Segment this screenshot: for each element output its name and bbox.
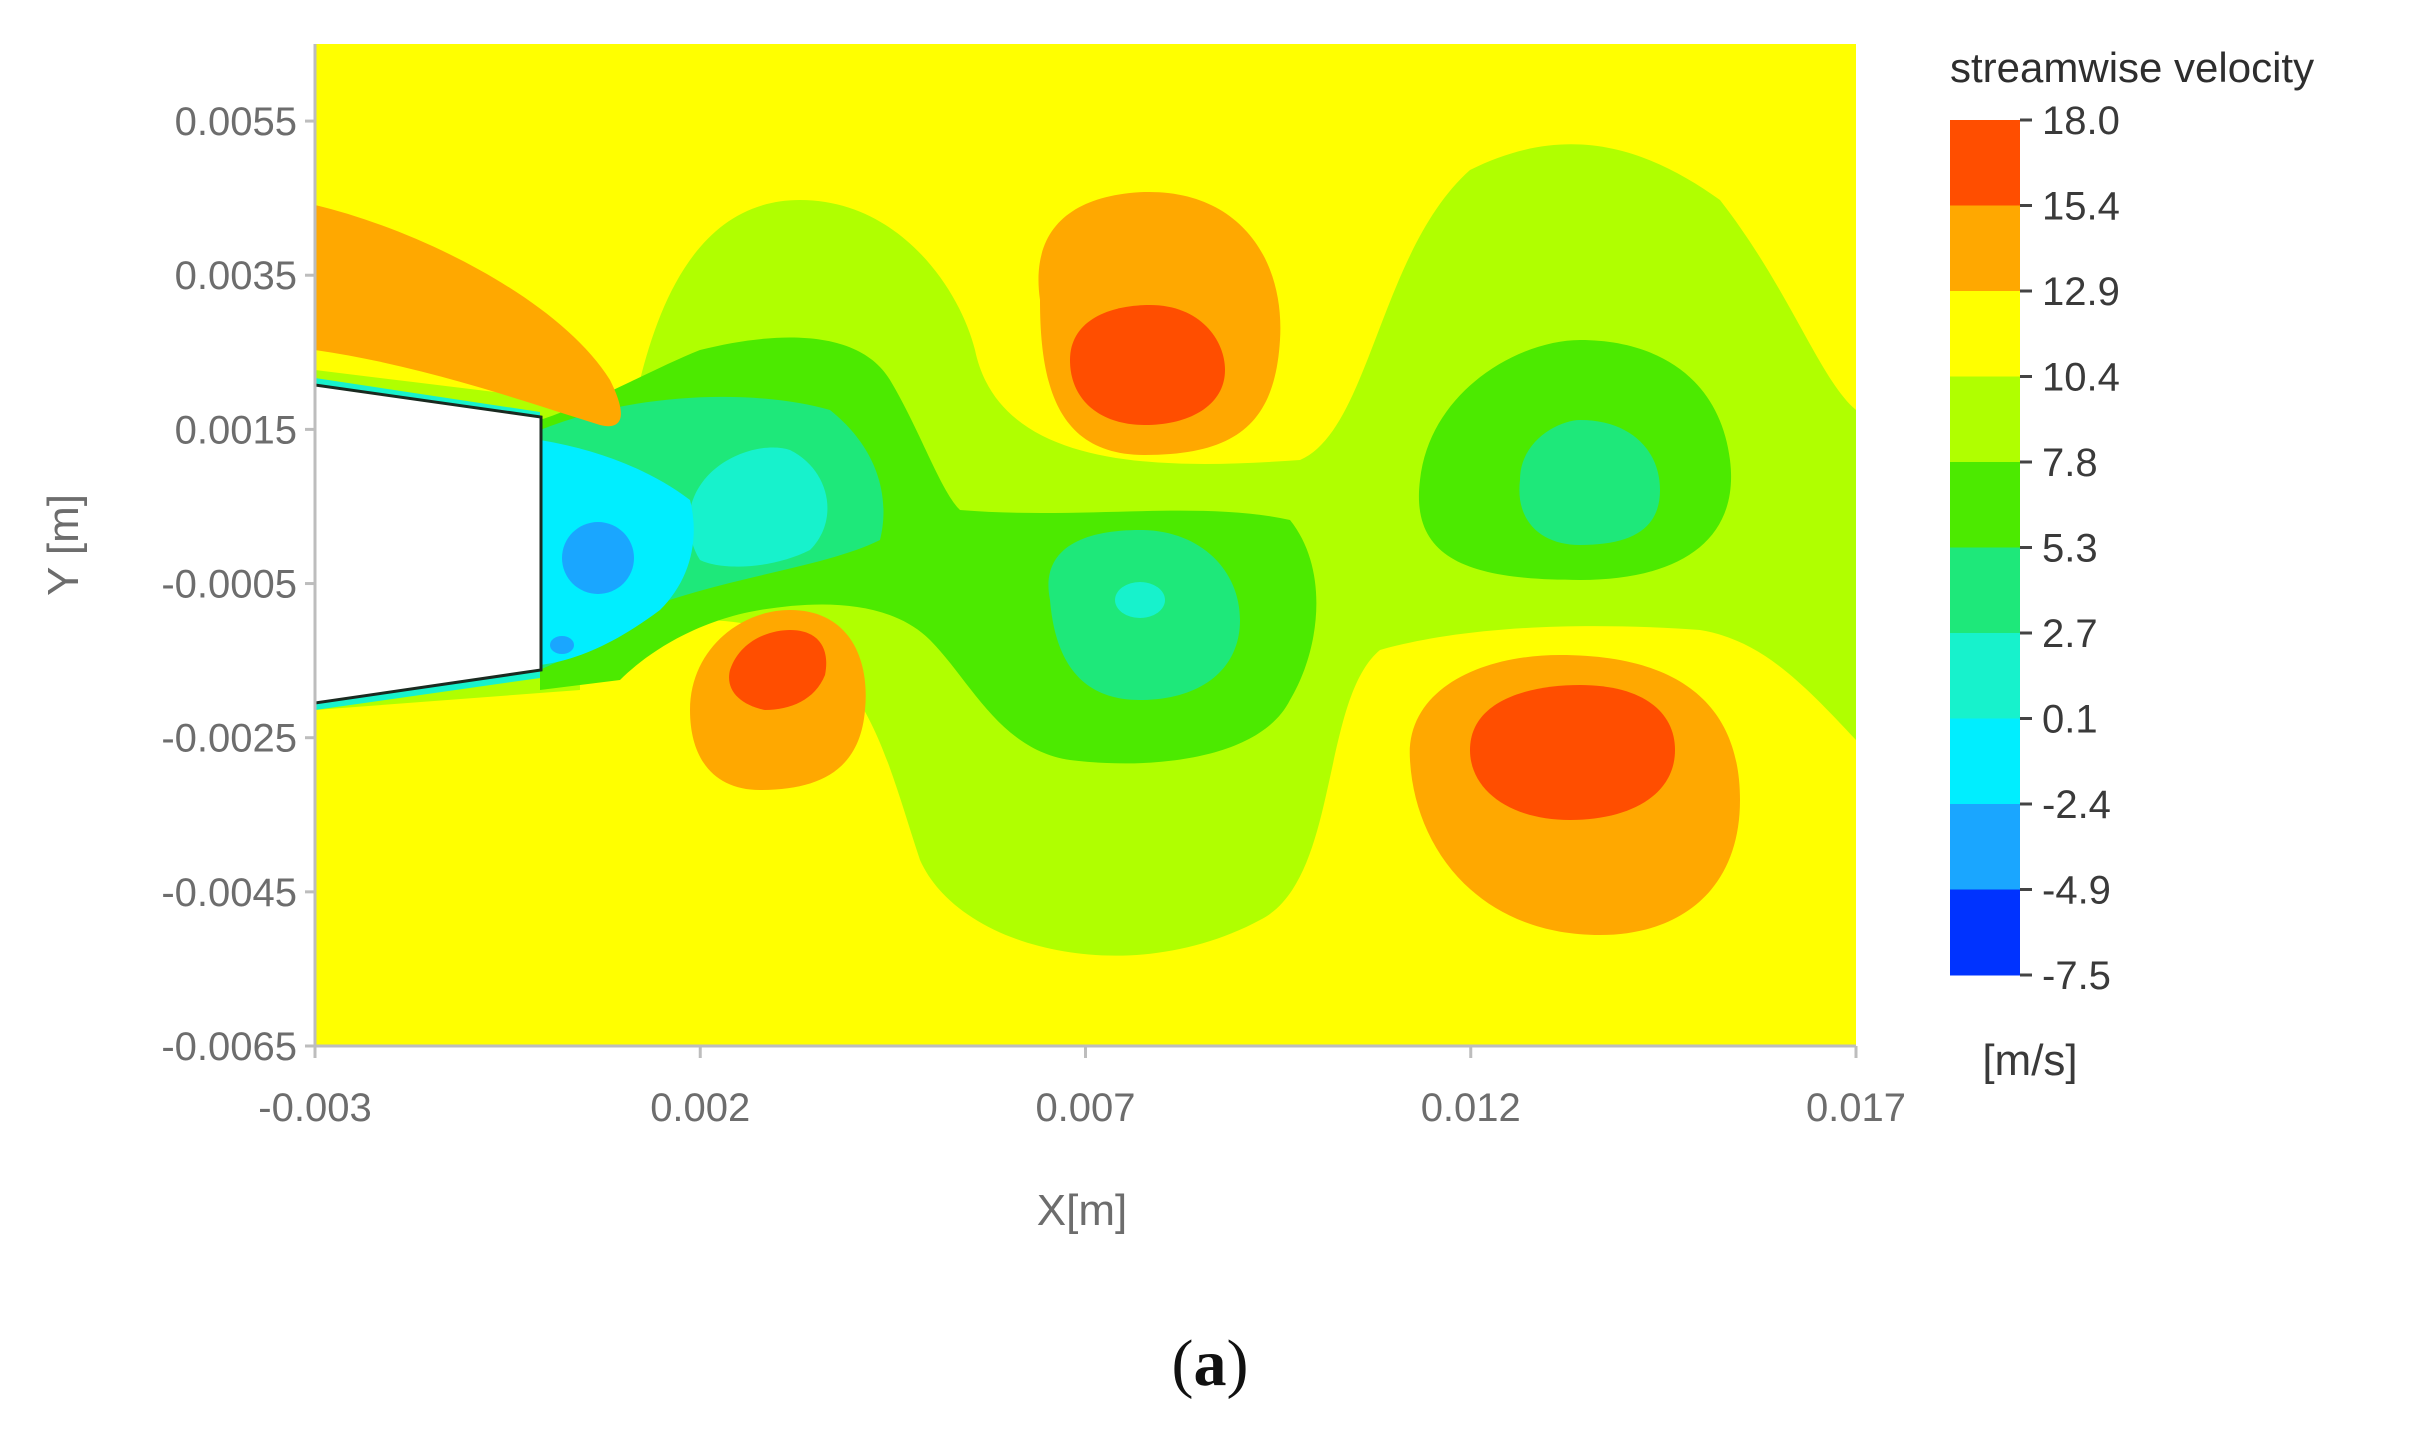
x-tick-label: 0.017 xyxy=(1806,1086,1906,1130)
colorbar-tick-label: 5.3 xyxy=(2042,527,2098,571)
caption-letter: a xyxy=(1194,1327,1227,1400)
colorbar-tick-label: 12.9 xyxy=(2042,270,2120,314)
colorbar-title: streamwise velocity xyxy=(1950,44,2314,91)
x-ticks: -0.003 0.002 0.007 0.012 0.017 xyxy=(258,1046,1906,1130)
colorbar-tick-label: 0.1 xyxy=(2042,698,2098,742)
colorbar-tick-label: -4.9 xyxy=(2042,869,2111,913)
contour-cyan-core xyxy=(689,447,828,567)
colorbar-tick-label: 18.0 xyxy=(2042,99,2120,143)
colorbar-band xyxy=(1950,462,2020,548)
y-tick-label: -0.0005 xyxy=(161,563,297,607)
colorbar-tick-label: 7.8 xyxy=(2042,441,2098,485)
colorbar-unit: [m/s] xyxy=(1982,1036,2077,1085)
contour-blue-pocket xyxy=(562,522,634,594)
x-tick-label: 0.007 xyxy=(1035,1086,1135,1130)
colorbar-band xyxy=(1950,205,2020,292)
contour-cyan-center xyxy=(1115,582,1165,618)
contour-teal-right xyxy=(1519,420,1660,545)
colorbar-tick-label: -2.4 xyxy=(2042,783,2111,827)
colorbar-band xyxy=(1950,804,2020,890)
contour-red-vortex-top xyxy=(1070,305,1225,425)
colorbar-band xyxy=(1950,120,2020,206)
caption-close-paren: ) xyxy=(1227,1327,1249,1400)
colorbar-band xyxy=(1950,633,2020,719)
y-axis-label: Y [m] xyxy=(39,494,88,596)
figure-caption: (a) xyxy=(1172,1327,1249,1400)
colorbar-tick-label: 2.7 xyxy=(2042,612,2098,656)
colorbar-tick-label: -7.5 xyxy=(2042,954,2111,998)
contour-red-vortex-left xyxy=(729,630,827,710)
y-tick-label: -0.0025 xyxy=(161,717,297,761)
caption-open-paren: ( xyxy=(1172,1327,1194,1400)
y-tick-label: 0.0035 xyxy=(175,254,297,298)
colorbar-band xyxy=(1950,291,2020,377)
contour-field xyxy=(315,44,1856,1046)
x-tick-label: -0.003 xyxy=(258,1086,371,1130)
colorbar-band xyxy=(1950,547,2020,634)
contour-red-vortex-right xyxy=(1470,685,1675,820)
y-ticks: 0.0055 0.0035 0.0015 -0.0005 -0.0025 -0.0045 -… xyxy=(161,100,315,1069)
colorbar-tick-label: 15.4 xyxy=(2042,185,2120,229)
colorbar-tick-label: 10.4 xyxy=(2042,356,2120,400)
bluff-body xyxy=(315,383,543,705)
y-tick-label: 0.0015 xyxy=(175,408,297,452)
x-tick-label: 0.002 xyxy=(650,1086,750,1130)
svg-text:(a): (a) xyxy=(1172,1327,1249,1400)
colorbar: 18.0 15.4 12.9 10.4 7.8 5.3 2.7 0.1 -2.4 -4.9 -7.5 xyxy=(1950,99,2120,998)
contour-blue-small xyxy=(550,636,574,654)
colorbar-band xyxy=(1950,718,2020,805)
y-tick-label: -0.0065 xyxy=(161,1025,297,1069)
contour-shear-layer xyxy=(315,205,621,427)
colorbar-band xyxy=(1950,376,2020,463)
y-tick-label: 0.0055 xyxy=(175,100,297,144)
x-axis-label: X[m] xyxy=(1037,1186,1127,1235)
x-tick-label: 0.012 xyxy=(1421,1086,1521,1130)
colorbar-band xyxy=(1950,889,2020,976)
y-tick-label: -0.0045 xyxy=(161,871,297,915)
